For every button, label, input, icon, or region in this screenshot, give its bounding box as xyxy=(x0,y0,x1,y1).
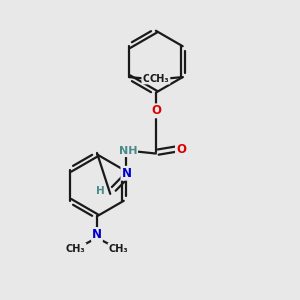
Text: H: H xyxy=(97,186,105,196)
Text: CH₃: CH₃ xyxy=(108,244,128,254)
Text: O: O xyxy=(176,142,186,156)
Text: N: N xyxy=(92,228,102,241)
Text: CH₃: CH₃ xyxy=(150,74,170,84)
Text: CH₃: CH₃ xyxy=(66,244,86,254)
Text: NH: NH xyxy=(119,146,137,156)
Text: CH₃: CH₃ xyxy=(142,74,162,84)
Text: N: N xyxy=(122,167,131,180)
Text: O: O xyxy=(151,104,161,117)
